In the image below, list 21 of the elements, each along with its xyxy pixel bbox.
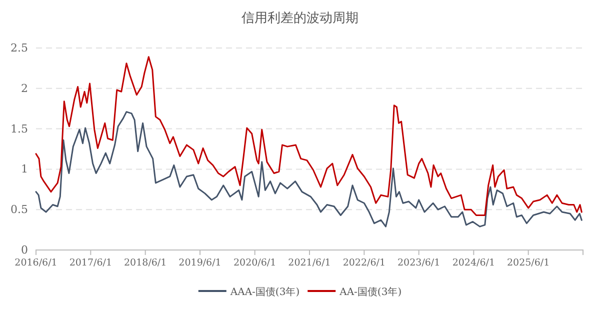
y-tick-label: 2 (21, 82, 28, 95)
legend-label: AAA-国债(3年) (229, 286, 300, 298)
x-tick-label: 2018/6/1 (124, 258, 167, 269)
x-tick-label: 2019/6/1 (178, 258, 222, 269)
line-series (35, 56, 582, 216)
x-tick-label: 2016/6/1 (14, 258, 58, 269)
chart-title: 信用利差的波动周期 (242, 11, 358, 26)
y-tick-label: 0 (21, 244, 28, 257)
x-tick-label: 2017/6/1 (69, 258, 112, 269)
y-tick-label: 1 (21, 162, 28, 176)
x-tick-label: 2023/6/1 (398, 258, 440, 269)
x-tick-label: 2021/6/1 (288, 258, 331, 269)
legend-label: AA-国债(3年) (338, 286, 402, 298)
y-tick-label: 0.5 (10, 203, 28, 216)
x-tick-label: 2022/6/1 (342, 258, 386, 269)
line-series (35, 111, 582, 228)
x-tick-label: 2025/6/1 (506, 258, 550, 269)
y-tick-label: 1.5 (10, 122, 28, 136)
x-tick-label: 2024/6/1 (452, 258, 495, 269)
x-tick-label: 2020/6/1 (233, 258, 276, 269)
y-tick-label: 2.5 (10, 42, 28, 55)
